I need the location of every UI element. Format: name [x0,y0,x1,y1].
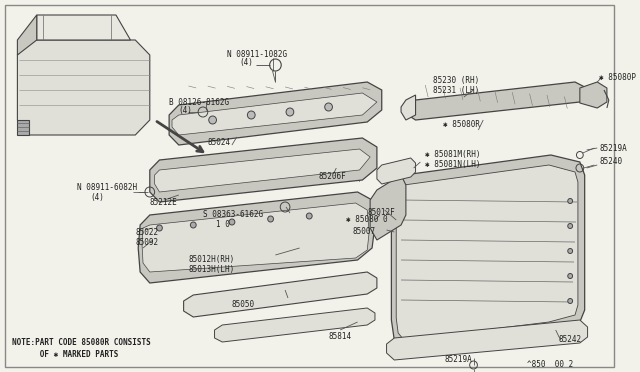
Text: 85050: 85050 [232,300,255,309]
Text: (4): (4) [90,193,104,202]
Text: 85212E: 85212E [150,198,177,207]
Text: ✱ 85081N(LH): ✱ 85081N(LH) [425,160,481,169]
Text: N 08911-1082G: N 08911-1082G [227,50,287,59]
Polygon shape [580,82,607,108]
Circle shape [307,213,312,219]
Text: 85013H(LH): 85013H(LH) [188,265,235,274]
Circle shape [268,216,273,222]
Circle shape [568,199,573,203]
Text: (4): (4) [239,58,253,67]
Text: ^850  00 2: ^850 00 2 [527,360,573,369]
Text: ✱ 85080P: ✱ 85080P [599,73,636,82]
Text: ✱ 85081M(RH): ✱ 85081M(RH) [425,150,481,159]
Text: NOTE:PART CODE 85080R CONSISTS: NOTE:PART CODE 85080R CONSISTS [12,338,150,347]
Text: B 08126-8162G: B 08126-8162G [169,98,229,107]
Circle shape [568,248,573,253]
Polygon shape [155,149,370,192]
Polygon shape [214,308,375,342]
Circle shape [157,225,163,231]
Polygon shape [396,165,578,340]
Polygon shape [17,40,150,135]
Text: 85814: 85814 [328,332,352,341]
Text: 85022: 85022 [135,228,159,237]
Text: 85007: 85007 [353,227,376,236]
Circle shape [190,222,196,228]
Polygon shape [370,175,406,240]
Text: N 08911-6082H: N 08911-6082H [77,183,138,192]
Text: 85024: 85024 [208,138,231,147]
Text: 85012H(RH): 85012H(RH) [188,255,235,264]
Text: 1 0: 1 0 [216,220,230,229]
Circle shape [324,103,332,111]
Text: 85092: 85092 [135,238,159,247]
Text: (4): (4) [179,106,193,115]
Polygon shape [172,93,377,135]
Polygon shape [150,138,377,202]
Circle shape [568,298,573,304]
Text: 85206F: 85206F [319,172,347,181]
Polygon shape [401,95,415,120]
Text: 85230 (RH): 85230 (RH) [433,76,479,85]
Text: ✱ 85080 0: ✱ 85080 0 [346,215,388,224]
Polygon shape [17,120,29,135]
Text: 85240: 85240 [599,157,622,166]
Polygon shape [392,155,585,348]
Polygon shape [17,15,36,55]
Polygon shape [138,192,375,283]
Text: 85012F: 85012F [367,208,395,217]
Text: OF ✱ MARKED PARTS: OF ✱ MARKED PARTS [12,350,118,359]
Text: 85219A: 85219A [445,355,472,364]
Text: S 08363-6162G: S 08363-6162G [203,210,263,219]
Polygon shape [387,320,588,360]
Circle shape [209,116,216,124]
Polygon shape [408,82,585,120]
Polygon shape [36,15,131,40]
Polygon shape [169,82,381,145]
Polygon shape [377,158,415,184]
Polygon shape [184,272,377,317]
Circle shape [286,108,294,116]
Text: 85219A: 85219A [599,144,627,153]
Circle shape [229,219,235,225]
Circle shape [568,273,573,279]
Circle shape [248,111,255,119]
Polygon shape [142,203,369,272]
Text: ✱ 85080R: ✱ 85080R [443,120,479,129]
Text: 85231 (LH): 85231 (LH) [433,86,479,95]
Circle shape [568,224,573,228]
Text: 85242: 85242 [559,335,582,344]
